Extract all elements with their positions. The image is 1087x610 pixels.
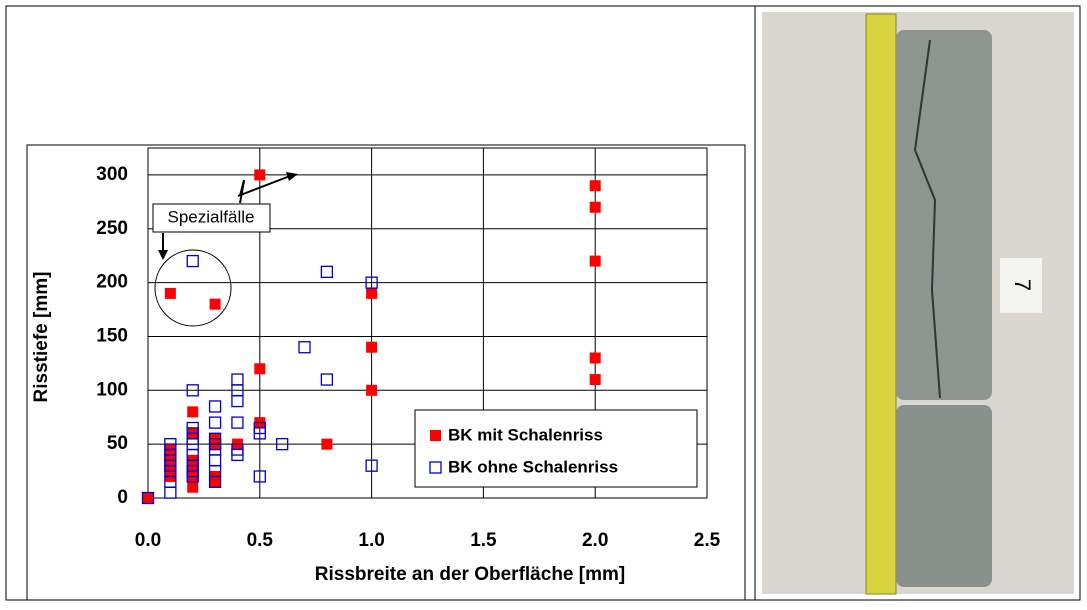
point [231, 416, 244, 429]
point [186, 384, 199, 397]
x-axis-title: Rissbreite an der Oberfläche [mm] [315, 564, 625, 585]
y-tick-label: 0 [117, 487, 128, 508]
point [365, 276, 378, 289]
legend-marker [429, 461, 442, 474]
point [164, 486, 177, 499]
y-tick-label: 100 [96, 379, 128, 400]
point [186, 254, 199, 268]
photo-label: 7 [1010, 279, 1035, 291]
legend-marker [430, 430, 441, 441]
point [209, 476, 221, 488]
ruler [865, 13, 897, 595]
legend-box [414, 409, 698, 488]
crack [913, 39, 941, 399]
core-lower [896, 405, 992, 587]
photo-label-box [1000, 258, 1042, 313]
point [320, 373, 334, 386]
point [186, 470, 199, 483]
point [589, 255, 601, 267]
x-tick-label: 2.5 [694, 530, 721, 551]
point [164, 451, 176, 463]
point [141, 491, 155, 505]
point [366, 287, 378, 299]
point [366, 341, 378, 353]
point [231, 448, 244, 462]
y-tick-label: 300 [96, 164, 128, 185]
arrow-head [158, 250, 168, 260]
point [208, 475, 222, 488]
point [320, 265, 334, 278]
point [187, 481, 199, 493]
x-tick-label: 0.5 [247, 530, 274, 551]
point [142, 492, 154, 504]
point [254, 169, 266, 181]
point [253, 470, 266, 483]
point [253, 427, 266, 440]
annotation-arrow [239, 179, 245, 197]
y-axis-title: Risstiefe [mm] [31, 272, 52, 403]
point [589, 201, 601, 213]
point [208, 400, 222, 413]
x-tick-label: 2.0 [582, 530, 608, 551]
annotation-arrow [237, 175, 291, 197]
x-tick-label: 1.0 [358, 530, 384, 551]
point [276, 438, 289, 451]
annotation-circle [154, 249, 232, 327]
point [164, 287, 176, 299]
legend-label: BK ohne Schalenriss [448, 457, 618, 476]
point [187, 406, 199, 418]
core-upper [896, 30, 992, 400]
point [365, 459, 378, 472]
arrow-head [286, 172, 298, 181]
y-tick-label: 200 [96, 272, 128, 293]
y-tick-label: 150 [96, 325, 128, 346]
photo: 7 [762, 12, 1074, 595]
point [254, 363, 266, 375]
point [298, 341, 311, 354]
point [231, 394, 244, 408]
x-tick-label: 0.0 [135, 530, 161, 551]
point [589, 374, 601, 386]
annotation: Spezialfälle [168, 207, 255, 226]
legend-label: BK mit Schalenriss [448, 425, 603, 444]
x-tick-label: 1.5 [470, 530, 497, 551]
point [589, 180, 601, 192]
y-tick-label: 250 [96, 218, 128, 239]
annotation-box [152, 203, 271, 233]
point [209, 298, 221, 310]
point [321, 438, 333, 450]
point [208, 416, 222, 429]
point [589, 352, 601, 364]
point [366, 384, 378, 396]
y-tick-label: 50 [107, 433, 128, 454]
